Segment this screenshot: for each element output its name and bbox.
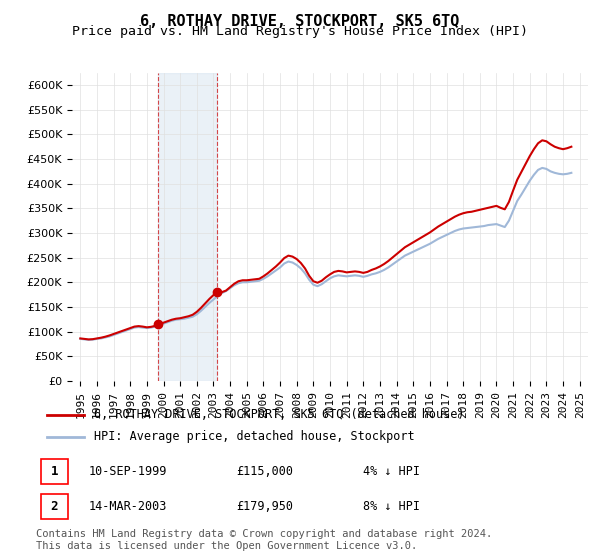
Text: 14-MAR-2003: 14-MAR-2003: [89, 500, 167, 512]
Text: 1: 1: [51, 465, 58, 478]
Bar: [158, 73, 217, 381]
Text: Price paid vs. HM Land Registry's House Price Index (HPI): Price paid vs. HM Land Registry's House …: [72, 25, 528, 38]
FancyBboxPatch shape: [41, 493, 68, 519]
Text: 2: 2: [51, 500, 58, 512]
Text: Contains HM Land Registry data © Crown copyright and database right 2024.
This d: Contains HM Land Registry data © Crown c…: [36, 529, 492, 551]
Text: HPI: Average price, detached house, Stockport: HPI: Average price, detached house, Stoc…: [94, 430, 415, 443]
Text: 10-SEP-1999: 10-SEP-1999: [89, 465, 167, 478]
Text: 8% ↓ HPI: 8% ↓ HPI: [364, 500, 421, 512]
Text: £115,000: £115,000: [236, 465, 293, 478]
Text: 6, ROTHAY DRIVE, STOCKPORT, SK5 6TQ: 6, ROTHAY DRIVE, STOCKPORT, SK5 6TQ: [140, 14, 460, 29]
Text: £179,950: £179,950: [236, 500, 293, 512]
Text: 4% ↓ HPI: 4% ↓ HPI: [364, 465, 421, 478]
FancyBboxPatch shape: [41, 459, 68, 484]
Text: 6, ROTHAY DRIVE, STOCKPORT, SK5 6TQ (detached house): 6, ROTHAY DRIVE, STOCKPORT, SK5 6TQ (det…: [94, 408, 464, 421]
